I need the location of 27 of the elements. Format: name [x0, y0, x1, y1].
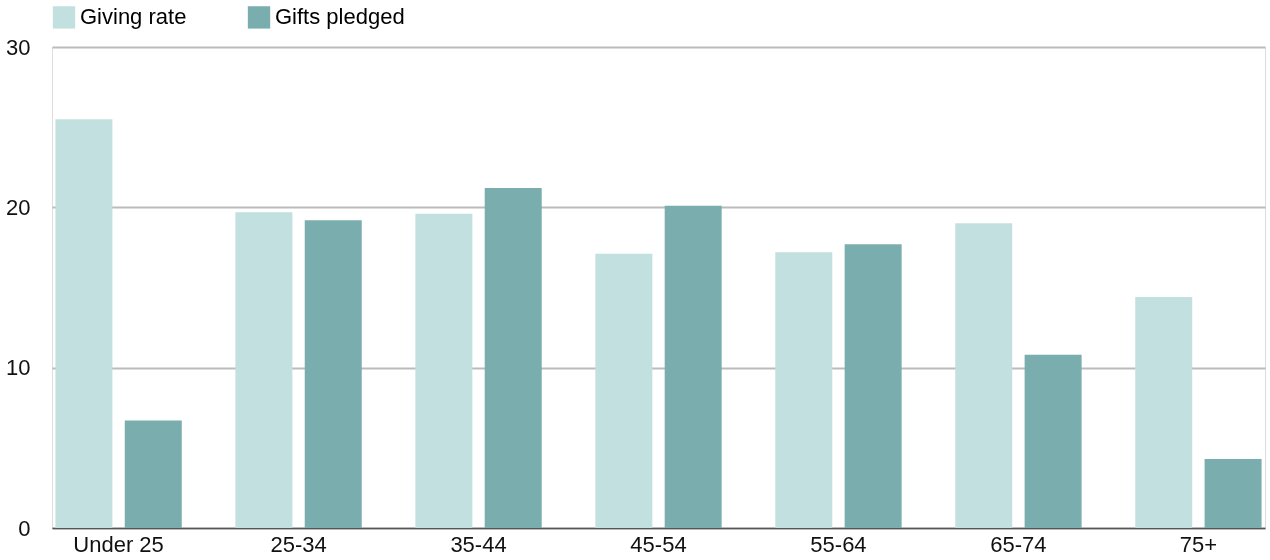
y-tick-label: 10: [6, 355, 31, 381]
x-tick-label: 25-34: [270, 531, 327, 557]
bar: [955, 223, 1013, 528]
x-tick-label: 55-64: [810, 531, 867, 557]
bar: [235, 212, 293, 528]
x-tick-label: Under 25: [73, 531, 164, 557]
y-tick-label: 30: [6, 34, 31, 60]
legend-label: Giving rate: [80, 4, 187, 30]
bar: [595, 253, 653, 528]
bar: [1135, 297, 1193, 528]
bar: [664, 205, 722, 528]
y-tick-label: 0: [18, 515, 31, 541]
bar: [775, 252, 833, 528]
bar: [55, 119, 113, 528]
bar: [124, 420, 182, 528]
bar: [1024, 354, 1082, 528]
bar: [304, 220, 362, 528]
bar: [1204, 459, 1262, 528]
x-tick-label: 65-74: [990, 531, 1047, 557]
bar: [415, 213, 473, 528]
bar: [844, 244, 902, 528]
legend-label: Gifts pledged: [275, 4, 405, 30]
y-tick-label: 20: [6, 194, 31, 220]
x-tick-label: 35-44: [450, 531, 507, 557]
x-tick-label: 75+: [1179, 531, 1218, 557]
bar: [484, 188, 542, 528]
x-tick-label: 45-54: [630, 531, 687, 557]
